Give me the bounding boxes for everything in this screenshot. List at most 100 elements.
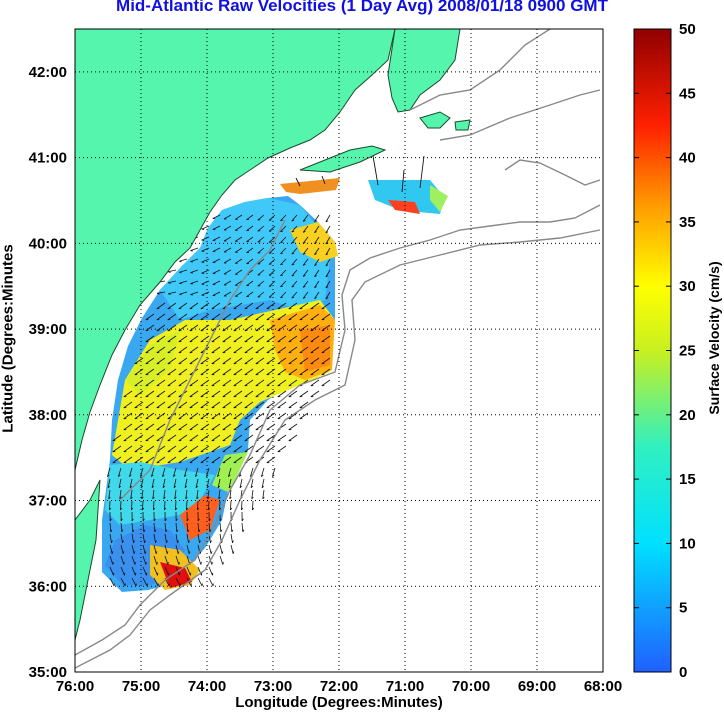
velocity-arrow — [134, 434, 144, 442]
velocity-arrow — [299, 346, 309, 354]
velocity-arrow — [251, 489, 254, 499]
velocity-arrow-head — [151, 474, 154, 477]
velocity-arrow — [175, 555, 180, 565]
velocity-arrow — [266, 357, 276, 365]
velocity-arrow-head — [131, 518, 134, 522]
velocity-arrow-head — [325, 264, 329, 267]
velocity-arrow — [299, 313, 309, 321]
velocity-arrow — [118, 467, 122, 477]
velocity-arrow — [208, 577, 214, 587]
velocity-arrow — [173, 478, 177, 488]
velocity-arrow — [288, 390, 298, 398]
velocity-arrow — [200, 324, 210, 332]
velocity-arrow — [266, 412, 276, 420]
velocity-arrow-head — [118, 474, 121, 477]
velocity-arrow — [239, 478, 243, 488]
velocity-arrow — [175, 533, 178, 543]
velocity-arrow — [222, 390, 232, 398]
velocity-arrow — [255, 335, 265, 343]
velocity-arrow — [321, 324, 331, 332]
velocity-arrow-head — [280, 241, 283, 244]
velocity-arrow — [189, 412, 199, 420]
velocity-arrow-head — [325, 220, 329, 223]
velocity-arrow — [257, 291, 265, 298]
velocity-arrow-head — [133, 551, 136, 554]
velocity-arrow-head — [199, 540, 201, 544]
velocity-arrow — [123, 412, 133, 420]
velocity-arrow — [189, 445, 199, 453]
velocity-arrow — [189, 456, 199, 464]
colorbar-tick-label: 20 — [679, 407, 696, 424]
velocity-arrow — [325, 236, 331, 245]
velocity-arrow-head — [314, 220, 317, 222]
velocity-arrow — [246, 258, 254, 265]
velocity-arrow — [178, 434, 188, 442]
velocity-arrow-head — [302, 286, 306, 288]
velocity-arrow-head — [162, 485, 166, 489]
velocity-arrow — [321, 379, 331, 387]
velocity-arrow — [145, 357, 155, 365]
velocity-arrow — [314, 258, 320, 266]
velocity-arrow — [321, 346, 331, 354]
velocity-arrow-head — [314, 264, 317, 266]
velocity-arrow — [112, 445, 122, 453]
velocity-arrow — [120, 577, 126, 587]
velocity-arrow-head — [179, 271, 182, 274]
velocity-arrow — [212, 258, 221, 263]
colorbar-tick-label: 35 — [679, 214, 696, 231]
velocity-arrow — [277, 445, 287, 453]
velocity-arrow — [145, 412, 155, 420]
velocity-arrow — [246, 291, 254, 298]
velocity-arrow — [277, 313, 287, 321]
velocity-arrow-head — [120, 518, 123, 522]
velocity-arrow — [185, 489, 188, 499]
velocity-arrow-head — [314, 253, 317, 255]
velocity-arrow — [302, 225, 309, 233]
velocity-arrow — [107, 467, 111, 477]
velocity-arrow — [112, 456, 122, 464]
map-grid — [75, 29, 603, 672]
velocity-arrow-head — [110, 529, 113, 533]
x-tick-label: 69:00 — [518, 678, 556, 695]
velocity-arrow — [302, 291, 309, 299]
velocity-arrow-head — [152, 496, 155, 500]
velocity-arrow — [156, 456, 166, 464]
velocity-arrow — [153, 522, 156, 532]
velocity-arrow — [168, 280, 177, 284]
velocity-arrow — [201, 269, 210, 274]
velocity-arrow — [189, 335, 199, 343]
velocity-arrow — [178, 346, 188, 354]
velocity-arrow — [211, 456, 221, 464]
velocity-arrow — [255, 390, 265, 398]
velocity-arrow — [153, 577, 159, 587]
velocity-arrow — [268, 214, 276, 221]
velocity-arrow — [157, 291, 166, 294]
velocity-arrow-head — [130, 496, 133, 500]
velocity-arrow — [222, 445, 232, 453]
velocity-arrow — [218, 489, 221, 499]
velocity-arrow — [206, 467, 210, 477]
velocity-arrow — [244, 423, 254, 431]
velocity-arrow — [291, 214, 298, 222]
velocity-arrow — [108, 489, 111, 499]
velocity-arrow — [288, 313, 298, 321]
velocity-arrow — [145, 401, 155, 409]
velocity-arrow — [134, 445, 144, 453]
velocity-arrow-head — [280, 219, 283, 222]
velocity-arrow — [109, 555, 114, 565]
velocity-arrow — [109, 566, 114, 576]
velocity-arrow — [291, 291, 298, 299]
velocity-arrow — [223, 269, 232, 275]
velocity-arrow — [211, 434, 221, 442]
velocity-arrow — [233, 401, 243, 409]
velocity-arrow — [167, 357, 177, 365]
velocity-arrow-head — [325, 275, 329, 278]
velocity-arrow — [184, 467, 188, 477]
velocity-arrow-head — [280, 285, 283, 288]
velocity-arrow-head — [154, 529, 157, 533]
velocity-arrow — [151, 478, 155, 488]
y-tick-label: 37:00 — [29, 493, 67, 510]
velocity-arrow — [112, 434, 122, 442]
velocity-arrow-head — [164, 507, 167, 511]
velocity-arrow — [142, 500, 144, 511]
